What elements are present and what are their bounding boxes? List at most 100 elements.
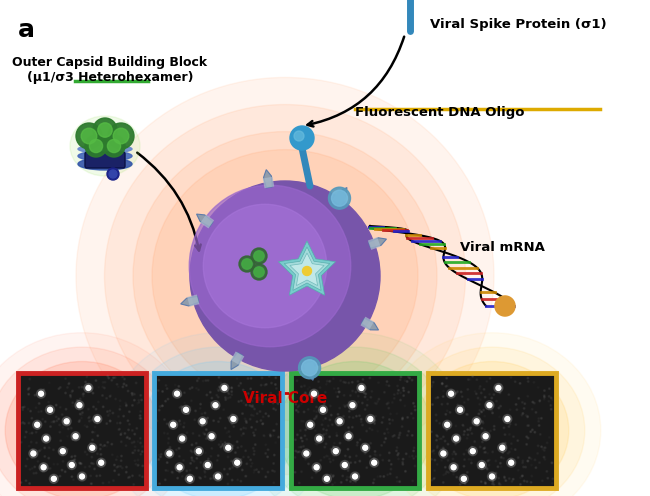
- Circle shape: [432, 451, 433, 452]
- Circle shape: [540, 434, 541, 435]
- Circle shape: [477, 397, 479, 399]
- Circle shape: [118, 474, 120, 476]
- Circle shape: [96, 408, 97, 410]
- Circle shape: [371, 390, 372, 392]
- Circle shape: [131, 430, 133, 431]
- Circle shape: [248, 393, 249, 394]
- Circle shape: [350, 481, 351, 482]
- Circle shape: [307, 422, 313, 427]
- Circle shape: [231, 419, 233, 420]
- Circle shape: [362, 378, 364, 380]
- Circle shape: [269, 434, 271, 435]
- Circle shape: [183, 426, 185, 428]
- Circle shape: [312, 463, 321, 472]
- Circle shape: [414, 465, 416, 467]
- Circle shape: [268, 375, 270, 377]
- Circle shape: [319, 387, 321, 388]
- Circle shape: [384, 391, 385, 393]
- Circle shape: [231, 394, 233, 395]
- Circle shape: [462, 482, 463, 484]
- Circle shape: [433, 450, 434, 451]
- Circle shape: [466, 437, 468, 439]
- Circle shape: [344, 406, 346, 407]
- Circle shape: [266, 456, 268, 458]
- Circle shape: [216, 474, 220, 479]
- Circle shape: [466, 449, 467, 451]
- Circle shape: [62, 417, 71, 426]
- Circle shape: [127, 436, 128, 438]
- Circle shape: [250, 459, 252, 461]
- Circle shape: [300, 386, 302, 387]
- Circle shape: [538, 445, 539, 446]
- Circle shape: [329, 436, 330, 437]
- Circle shape: [484, 481, 486, 483]
- Circle shape: [93, 463, 94, 464]
- Circle shape: [140, 453, 142, 455]
- Circle shape: [103, 135, 125, 157]
- Circle shape: [92, 432, 94, 433]
- Circle shape: [251, 248, 267, 264]
- Circle shape: [112, 412, 114, 414]
- Circle shape: [256, 469, 257, 470]
- Circle shape: [516, 409, 517, 411]
- Circle shape: [491, 483, 493, 485]
- Circle shape: [106, 397, 107, 399]
- Circle shape: [458, 407, 463, 412]
- Circle shape: [265, 476, 266, 478]
- Circle shape: [106, 423, 107, 425]
- Circle shape: [139, 475, 140, 476]
- Circle shape: [406, 381, 408, 382]
- Circle shape: [456, 391, 458, 392]
- Circle shape: [447, 403, 448, 405]
- Circle shape: [502, 442, 504, 444]
- Circle shape: [84, 383, 93, 392]
- Circle shape: [254, 251, 264, 261]
- Circle shape: [21, 441, 22, 443]
- Circle shape: [407, 434, 408, 436]
- Circle shape: [267, 449, 269, 450]
- Circle shape: [463, 465, 465, 467]
- Circle shape: [480, 481, 482, 483]
- Circle shape: [298, 482, 300, 484]
- Circle shape: [330, 474, 332, 476]
- Circle shape: [352, 427, 353, 428]
- Circle shape: [122, 386, 124, 388]
- Circle shape: [339, 449, 341, 451]
- Circle shape: [315, 434, 324, 443]
- Circle shape: [361, 419, 362, 420]
- Circle shape: [265, 384, 267, 385]
- Circle shape: [252, 400, 253, 402]
- Circle shape: [462, 425, 463, 426]
- Circle shape: [205, 462, 210, 468]
- Circle shape: [549, 395, 550, 397]
- Circle shape: [551, 462, 552, 464]
- Circle shape: [304, 411, 305, 413]
- Circle shape: [95, 380, 97, 381]
- Circle shape: [500, 462, 501, 464]
- Circle shape: [356, 455, 357, 457]
- Circle shape: [546, 471, 548, 472]
- Circle shape: [451, 465, 456, 470]
- Circle shape: [476, 393, 477, 394]
- Circle shape: [399, 481, 400, 483]
- Circle shape: [206, 394, 207, 396]
- Circle shape: [115, 398, 116, 400]
- Circle shape: [526, 425, 528, 427]
- Circle shape: [65, 378, 66, 379]
- Circle shape: [242, 469, 243, 471]
- Circle shape: [62, 461, 64, 462]
- Circle shape: [388, 407, 389, 409]
- Circle shape: [530, 482, 532, 483]
- Circle shape: [83, 395, 84, 397]
- Circle shape: [181, 406, 183, 407]
- Circle shape: [363, 443, 364, 445]
- Ellipse shape: [0, 347, 175, 496]
- Circle shape: [348, 427, 349, 429]
- Circle shape: [390, 413, 391, 415]
- Circle shape: [498, 407, 500, 409]
- Circle shape: [361, 402, 363, 404]
- Circle shape: [339, 391, 340, 393]
- Circle shape: [61, 469, 63, 471]
- Circle shape: [494, 477, 496, 478]
- Circle shape: [389, 473, 391, 475]
